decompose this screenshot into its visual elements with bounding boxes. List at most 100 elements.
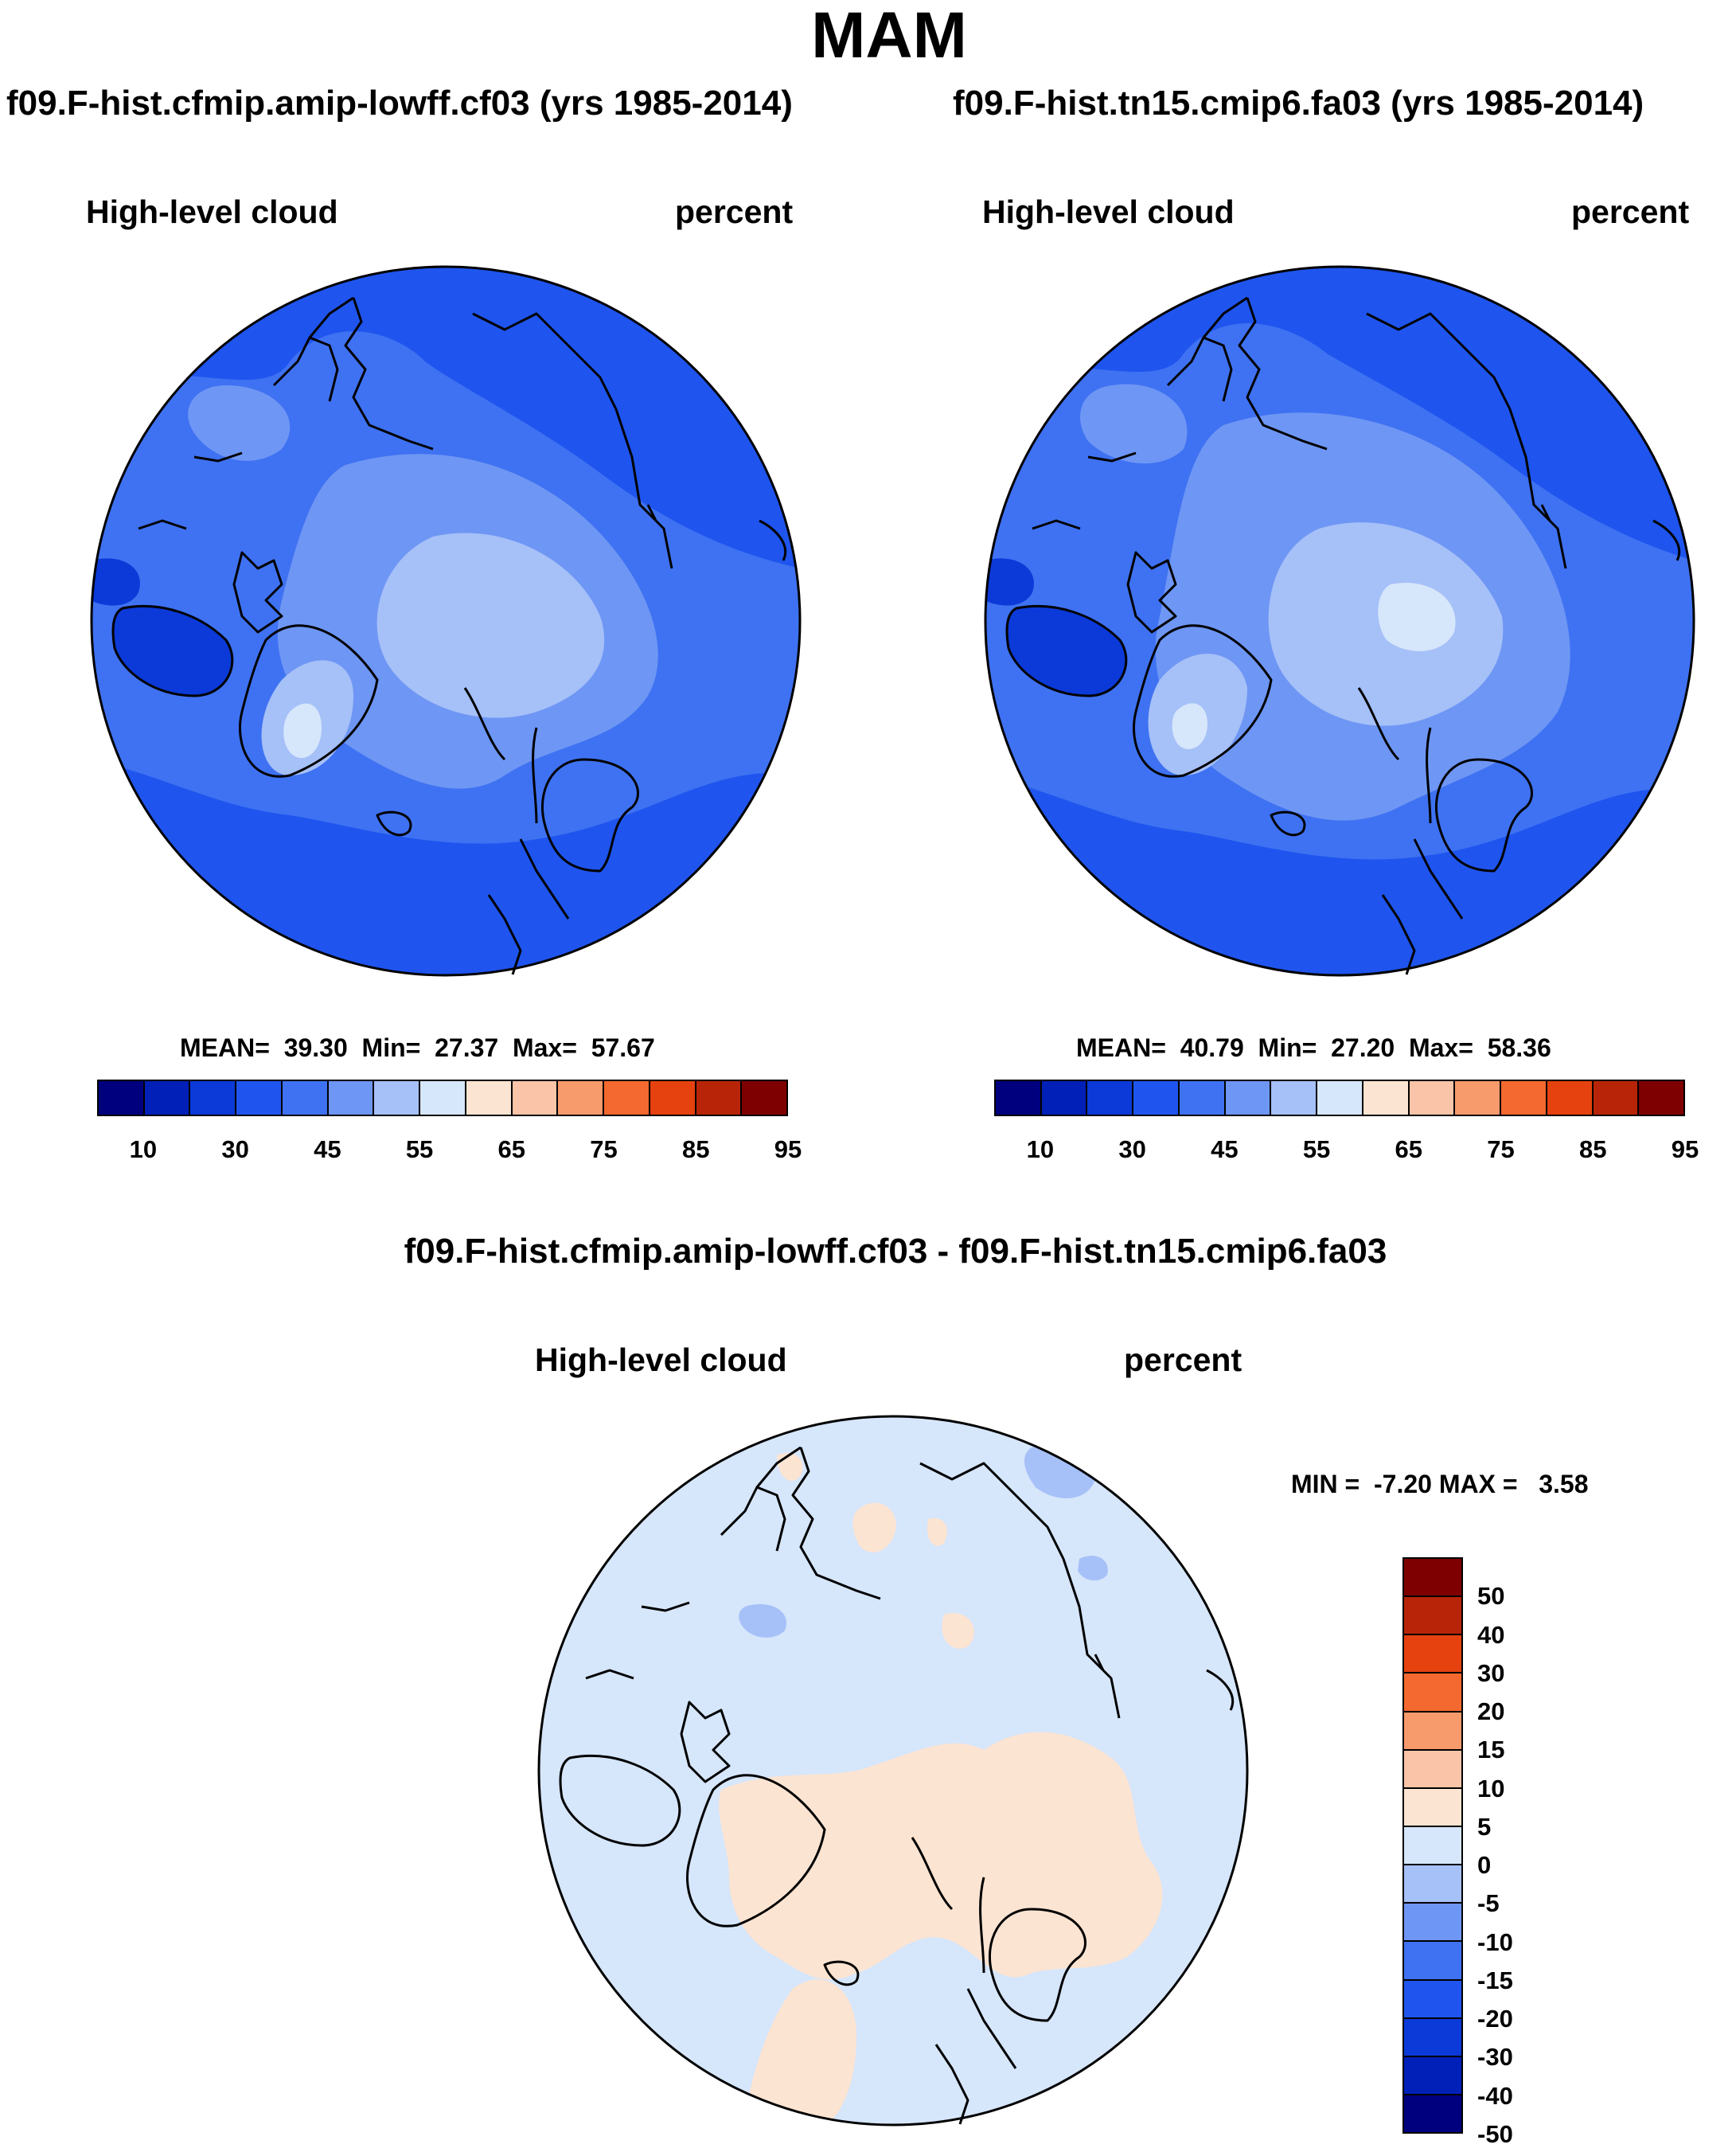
- difference-polar-map: [537, 1415, 1249, 2127]
- colorbar-box: [1639, 1081, 1684, 1115]
- colorbar-box: [1404, 1942, 1461, 1981]
- colorbar-box: [512, 1081, 559, 1115]
- panel-2-min-value: 27.20: [1331, 1033, 1395, 1062]
- colorbar-box: [99, 1081, 145, 1115]
- panel-2-mean-value: 40.79: [1180, 1033, 1244, 1062]
- colorbar-box: [604, 1081, 650, 1115]
- panel-2-max-value: 58.36: [1487, 1033, 1551, 1062]
- colorbar-box: [1501, 1081, 1547, 1115]
- colorbar-box: [1404, 1980, 1461, 2019]
- colorbar-box: [1404, 2056, 1461, 2095]
- colorbar-box: [190, 1081, 237, 1115]
- colorbar-box: [1404, 1635, 1461, 1674]
- colorbar-tick-label: -50: [1477, 2120, 1513, 2148]
- colorbar-box: [1404, 1712, 1461, 1751]
- colorbar-box: [1547, 1081, 1594, 1115]
- main-title: MAM: [811, 0, 967, 72]
- colorbar-box: [236, 1081, 283, 1115]
- difference-max-label: MAX =: [1438, 1470, 1518, 1498]
- colorbar-box: [1317, 1081, 1363, 1115]
- panel-1-mean-value: 39.30: [283, 1033, 348, 1062]
- colorbar-tick-label: 75: [590, 1135, 618, 1163]
- colorbar-box: [466, 1081, 513, 1115]
- colorbar-tick-label: 30: [1118, 1135, 1146, 1163]
- colorbar-tick-label: 10: [1477, 1774, 1505, 1802]
- colorbar-tick-label: 10: [1026, 1135, 1055, 1163]
- colorbar-box: [742, 1081, 787, 1115]
- colorbar-tick-label: -20: [1477, 2005, 1513, 2033]
- panel-2-min-label: Min=: [1258, 1033, 1317, 1062]
- difference-min-label: MIN =: [1291, 1470, 1360, 1498]
- panel-1-max-label: Max=: [512, 1033, 577, 1062]
- colorbar-box: [1363, 1081, 1410, 1115]
- colorbar-tick-label: 40: [1477, 1620, 1505, 1649]
- colorbar-box: [696, 1081, 743, 1115]
- colorbar-box: [144, 1081, 191, 1115]
- colorbar-tick-label: 55: [1302, 1135, 1331, 1163]
- difference-min-value: -7.20: [1374, 1470, 1432, 1498]
- panel-1-min-label: Min=: [361, 1033, 421, 1062]
- panel-2-max-label: Max=: [1408, 1033, 1473, 1062]
- colorbar-tick-label: 20: [1477, 1697, 1505, 1726]
- panel-2-stats: MEAN= 40.79 Min= 27.20 Max= 58.36: [1076, 1035, 1551, 1060]
- colorbar-box: [1404, 1904, 1461, 1943]
- colorbar-tick-label: 65: [1395, 1135, 1423, 1163]
- colorbar-tick-label: 0: [1477, 1851, 1492, 1880]
- colorbar-tick-label: 85: [682, 1135, 710, 1163]
- panel-2-variable: High-level cloud: [982, 193, 1235, 230]
- colorbar-box: [328, 1081, 375, 1115]
- colorbar-box: [1041, 1081, 1088, 1115]
- panel-1-colorbar: [97, 1080, 788, 1116]
- panel-1-max-value: 57.67: [591, 1033, 655, 1062]
- panel-2-mean-label: MEAN=: [1076, 1033, 1166, 1062]
- colorbar-box: [1404, 1559, 1461, 1598]
- panel-2-colorbar: [994, 1080, 1685, 1116]
- difference-colorbar: [1402, 1557, 1463, 2134]
- colorbar-box: [1404, 1788, 1461, 1827]
- colorbar-tick-label: -30: [1477, 2043, 1513, 2072]
- colorbar-tick-label: 50: [1477, 1582, 1505, 1611]
- colorbar-box: [650, 1081, 696, 1115]
- colorbar-box: [282, 1081, 329, 1115]
- panel-1-variable: High-level cloud: [86, 193, 338, 230]
- colorbar-tick-label: 5: [1477, 1812, 1492, 1841]
- panel-2-polar-map: [984, 265, 1695, 977]
- colorbar-tick-label: -5: [1477, 1889, 1500, 1918]
- colorbar-box: [420, 1081, 466, 1115]
- panel-1-stats: MEAN= 39.30 Min= 27.37 Max= 57.67: [180, 1035, 655, 1060]
- colorbar-box: [1404, 2095, 1461, 2133]
- colorbar-tick-label: 45: [314, 1135, 341, 1163]
- colorbar-tick-label: -40: [1477, 2081, 1513, 2110]
- colorbar-tick-label: 10: [129, 1135, 158, 1163]
- colorbar-box: [996, 1081, 1042, 1115]
- colorbar-box: [1409, 1081, 1456, 1115]
- panel-2-title: f09.F-hist.tn15.cmip6.fa03 (yrs 1985-201…: [953, 84, 1644, 123]
- difference-title: f09.F-hist.cfmip.amip-lowff.cf03 - f09.F…: [404, 1232, 1387, 1271]
- colorbar-tick-label: 65: [497, 1135, 526, 1163]
- colorbar-tick-label: 45: [1211, 1135, 1239, 1163]
- colorbar-box: [558, 1081, 605, 1115]
- colorbar-tick-label: -10: [1477, 1927, 1513, 1956]
- colorbar-tick-label: 55: [405, 1135, 434, 1163]
- colorbar-tick-label: 30: [221, 1135, 249, 1163]
- panel-2-units: percent: [1571, 193, 1690, 230]
- colorbar-tick-label: 75: [1487, 1135, 1515, 1163]
- colorbar-box: [1593, 1081, 1640, 1115]
- colorbar-box: [1179, 1081, 1226, 1115]
- panel-1-mean-label: MEAN=: [180, 1033, 270, 1062]
- colorbar-box: [374, 1081, 421, 1115]
- colorbar-tick-label: 85: [1579, 1135, 1607, 1163]
- difference-units: percent: [1124, 1342, 1243, 1378]
- panel-1-units: percent: [675, 193, 794, 230]
- colorbar-tick-label: 30: [1477, 1658, 1505, 1687]
- colorbar-tick-label: 95: [1671, 1135, 1699, 1163]
- panel-1-min-value: 27.37: [435, 1033, 499, 1062]
- colorbar-box: [1087, 1081, 1134, 1115]
- colorbar-box: [1404, 2018, 1461, 2057]
- colorbar-box: [1404, 1865, 1461, 1904]
- colorbar-box: [1455, 1081, 1502, 1115]
- panel-1-title: f09.F-hist.cfmip.amip-lowff.cf03 (yrs 19…: [6, 84, 793, 123]
- colorbar-box: [1404, 1597, 1461, 1636]
- difference-variable: High-level cloud: [535, 1342, 787, 1378]
- colorbar-box: [1404, 1750, 1461, 1789]
